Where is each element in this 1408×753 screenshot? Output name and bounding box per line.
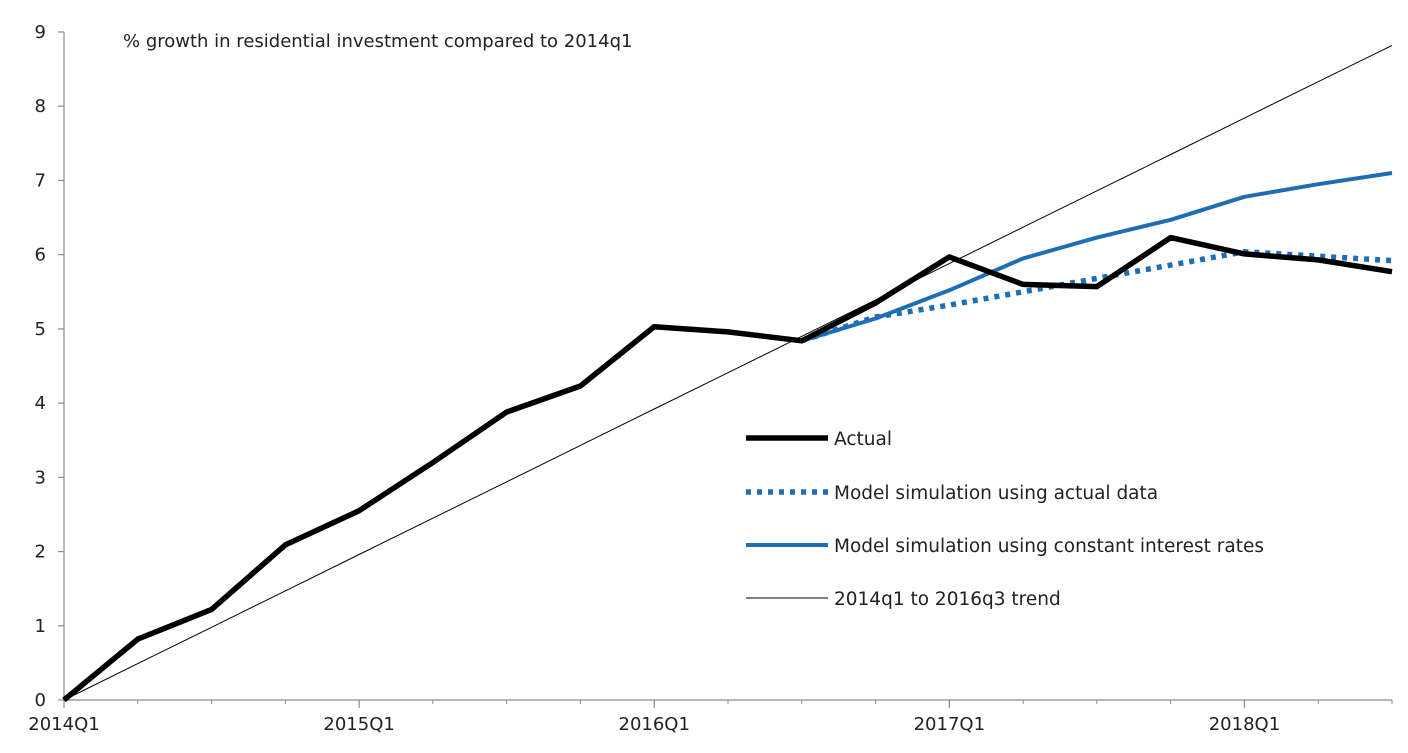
y-tick-label: 2: [35, 542, 46, 563]
y-tick-label: 9: [35, 22, 46, 43]
y-tick-label: 4: [35, 393, 46, 414]
y-tick-label: 8: [35, 96, 46, 117]
y-tick-label: 1: [35, 616, 46, 637]
axes: 0 1 2 3 4 5 6 7 8 9 2014Q1 2015Q1 2016Q1 2017Q1 2018Q1: [28, 22, 1393, 735]
legend-label: Actual: [834, 429, 892, 450]
x-tick-label: 2015Q1: [323, 714, 394, 735]
x-tick-label: 2018Q1: [1209, 714, 1280, 735]
series-line-thick-solid: [62, 234, 1393, 703]
legend-label: 2014q1 to 2016q3 trend: [834, 589, 1061, 610]
x-tick-label: 2014Q1: [28, 714, 99, 735]
x-tick-label: 2016Q1: [619, 714, 690, 735]
legend-label: Model simulation using actual data: [834, 483, 1158, 504]
series-line-solid: [801, 171, 1393, 343]
y-tick-label: 6: [35, 245, 46, 266]
legend-label: Model simulation using constant interest…: [834, 536, 1264, 557]
chart-title: % growth in residential investment compa…: [123, 31, 632, 52]
y-tick-label: 3: [35, 467, 46, 488]
series-line-dotted: [800, 248, 1393, 344]
y-tick-label: 0: [35, 690, 46, 711]
legend: Actual Model simulation using actual data…: [746, 429, 1264, 610]
series-layer: [62, 44, 1393, 703]
y-tick-label: 7: [35, 170, 46, 191]
y-tick-label: 5: [35, 319, 46, 340]
series-line-thin-solid: [63, 44, 1393, 701]
x-tick-label: 2017Q1: [914, 714, 985, 735]
